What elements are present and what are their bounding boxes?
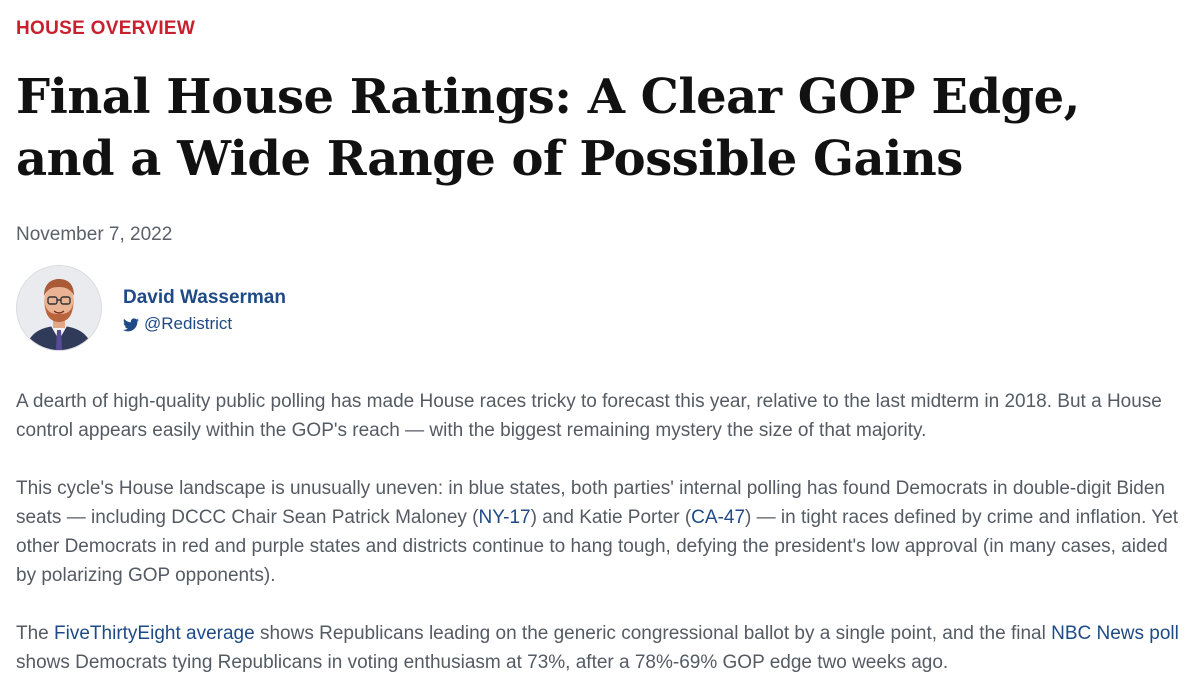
paragraph-2-text-1: This cycle's House landscape is unusuall… [16,478,1165,528]
paragraph-3-text-2: shows Republicans leading on the generic… [254,623,1052,644]
link-nbc-news-poll[interactable]: NBC News poll [1051,623,1179,644]
link-ny-17[interactable]: NY-17 [478,507,531,528]
author-name-link[interactable]: David Wasserman [123,287,286,308]
author-byline: David Wasserman @Redistrict [16,265,416,353]
publish-date: November 7, 2022 [16,224,173,245]
author-twitter-link[interactable]: @Redistrict [123,314,232,334]
author-handle-text: @Redistrict [144,314,233,333]
paragraph-2-text-2: ) and Katie Porter ( [530,507,692,528]
link-fivethirtyeight-average[interactable]: FiveThirtyEight average [54,623,255,644]
paragraph-2: This cycle's House landscape is unusuall… [16,474,1186,590]
section-label-link[interactable]: HOUSE OVERVIEW [16,18,196,39]
paragraph-2-text-3: ) — in tight races defined by crime and … [16,507,1179,586]
author-avatar[interactable] [16,265,102,351]
paragraph-1: A dearth of high-quality public polling … [16,391,1162,441]
link-ca-47[interactable]: CA-47 [691,507,746,528]
paragraph-3-text-1: The [16,623,55,644]
paragraph-3-text-3: shows Democrats tying Republicans in vot… [16,652,949,673]
author-photo [17,266,101,350]
twitter-icon [123,317,139,332]
article-headline: Final House Ratings: A Clear GOP Edge, a… [16,69,1080,187]
paragraph-3: The FiveThirtyEight average shows Republ… [16,619,1186,677]
